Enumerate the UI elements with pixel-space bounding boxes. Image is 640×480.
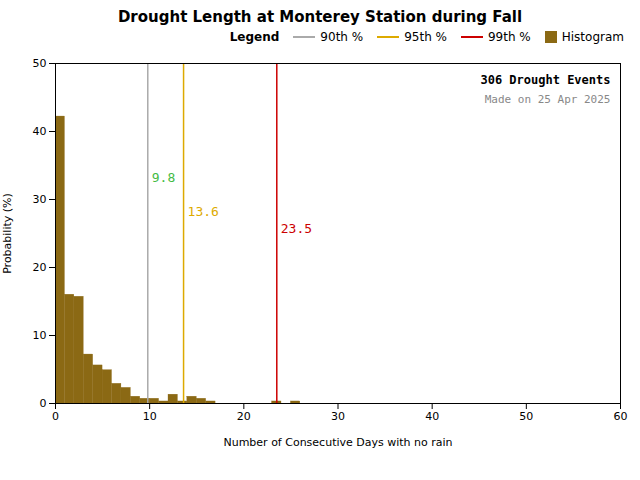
svg-text:50: 50 (33, 57, 47, 70)
html-text:Histogram: Histogram (561, 30, 624, 44)
svg-text:0: 0 (40, 397, 47, 410)
svg-text:Made on 25 Apr 2025: Made on 25 Apr 2025 (485, 93, 611, 106)
svg-text:30: 30 (33, 193, 47, 206)
svg-text:20: 20 (33, 261, 47, 274)
svg-text:40: 40 (425, 410, 439, 423)
svg-text:Number of Consecutive Days wit: Number of Consecutive Days with no rain (223, 436, 452, 449)
svg-text:23.5: 23.5 (281, 221, 312, 236)
svg-text:306 Drought Events: 306 Drought Events (480, 73, 610, 87)
svg-text:9.8: 9.8 (152, 170, 175, 185)
svg-text:Probability (%): Probability (%) (1, 193, 14, 274)
html-text:95th %: 95th % (404, 30, 447, 44)
svg-text:0: 0 (52, 410, 59, 423)
svg-text:30: 30 (331, 410, 345, 423)
svg-text:40: 40 (33, 125, 47, 138)
html-text:Drought Length at Monterey Sta: Drought Length at Monterey Station durin… (117, 8, 523, 26)
svg-text:10: 10 (33, 329, 47, 342)
svg-text:50: 50 (519, 410, 533, 423)
svg-text:10: 10 (143, 410, 157, 423)
html-text:Legend: Legend (229, 30, 280, 44)
html-text:99th %: 99th % (488, 30, 531, 44)
svg-text:13.6: 13.6 (188, 204, 219, 219)
html-text:90th %: 90th % (320, 30, 364, 44)
svg-text:20: 20 (237, 410, 251, 423)
svg-text:60: 60 (614, 410, 628, 423)
